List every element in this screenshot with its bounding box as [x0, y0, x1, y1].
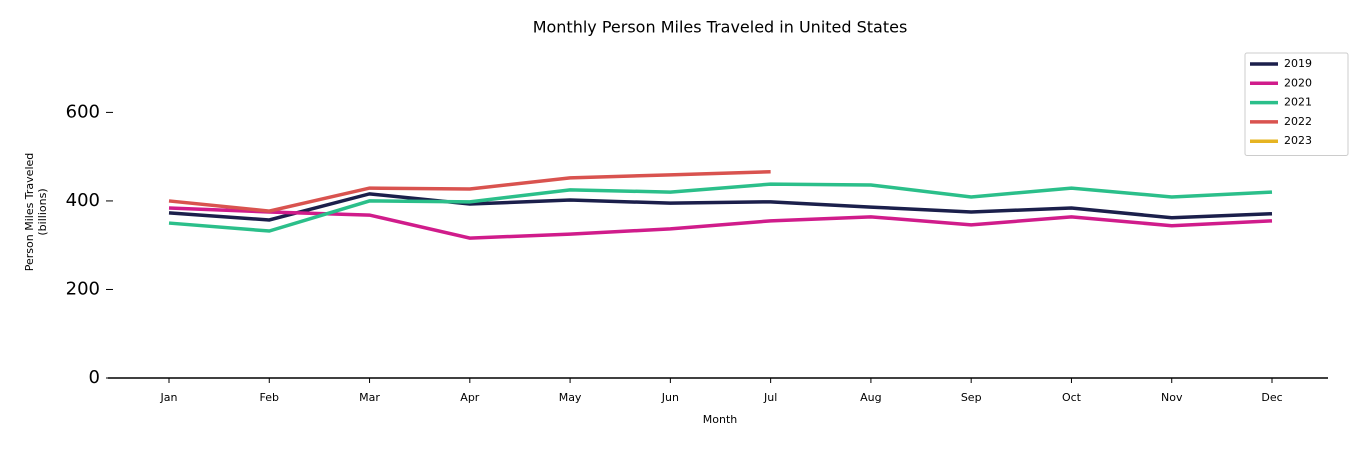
- series-line: [168, 169, 771, 213]
- series-line: [168, 182, 1273, 233]
- legend-box: [1244, 52, 1349, 156]
- x-tick-label: Apr: [460, 391, 480, 404]
- x-tick-label: Dec: [1261, 391, 1282, 404]
- x-tick-label: Jan: [160, 391, 178, 404]
- legend-label: 2021: [1284, 96, 1312, 109]
- x-tick-label: Aug: [860, 391, 881, 404]
- y-tick-label: 600: [66, 101, 100, 122]
- legend-label: 2020: [1284, 76, 1312, 89]
- x-tick-label: Jul: [763, 391, 777, 404]
- y-axis-label: Person Miles Traveled(billions): [23, 153, 49, 272]
- x-axis-label: Month: [703, 413, 738, 426]
- x-tick-label: Sep: [961, 391, 982, 404]
- y-tick-label: 0: [89, 367, 100, 388]
- y-tick-label: 400: [66, 190, 100, 211]
- x-tick-label: Jun: [661, 391, 679, 404]
- y-tick-label: 200: [66, 278, 100, 299]
- legend-label: 2019: [1284, 57, 1312, 70]
- x-tick-label: Mar: [359, 391, 380, 404]
- series-line: [168, 192, 1273, 222]
- chart-title: Monthly Person Miles Traveled in United …: [533, 18, 908, 37]
- legend-label: 2022: [1284, 115, 1312, 128]
- series-line: [168, 206, 1273, 240]
- x-tick-label: May: [559, 391, 582, 404]
- x-tick-label: Oct: [1062, 391, 1082, 404]
- x-tick-label: Feb: [260, 391, 279, 404]
- x-tick-label: Nov: [1161, 391, 1183, 404]
- legend-label: 2023: [1284, 134, 1312, 147]
